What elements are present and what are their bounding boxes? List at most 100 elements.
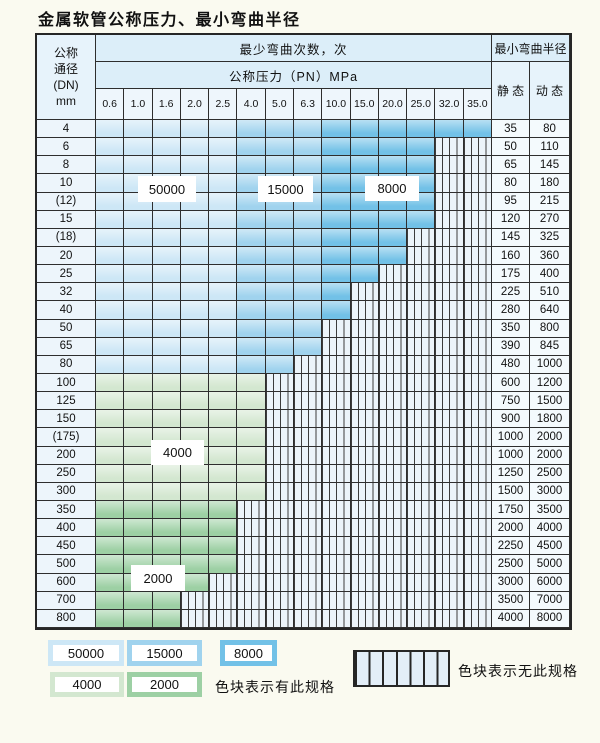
no-spec-cell: [463, 228, 492, 247]
no-spec-cell: [350, 573, 379, 592]
no-spec-cell: [265, 482, 294, 501]
no-spec-cell: [350, 609, 379, 628]
spec-cell-15000: [237, 337, 266, 356]
spec-cell-4000: [96, 373, 125, 393]
spec-cell-2000: [96, 573, 125, 592]
no-spec-cell: [463, 210, 492, 229]
no-spec-cell: [463, 246, 492, 266]
no-spec-cell: [378, 428, 408, 447]
static-radius-value: 65: [492, 156, 530, 175]
spec-cell-4000: [96, 428, 125, 447]
no-spec-cell: [378, 464, 408, 483]
no-spec-cell: [350, 428, 379, 447]
spec-cell-50000: [124, 355, 153, 374]
static-radius-value: 2000: [492, 519, 530, 538]
spec-cell-8000: [407, 120, 436, 139]
spec-cell-8000: [435, 120, 464, 139]
no-spec-cell: [407, 228, 436, 247]
static-radius-value: 600: [492, 373, 530, 393]
no-spec-cell: [407, 609, 436, 628]
no-spec-cell: [463, 519, 492, 538]
no-spec-cell: [407, 337, 436, 356]
dynamic-radius-value: 4000: [530, 519, 570, 538]
dn-row-label: 4: [37, 120, 96, 139]
static-radius-value: 80: [492, 174, 530, 193]
spec-cell-8000: [350, 265, 379, 284]
no-spec-cell: [463, 174, 492, 193]
no-spec-cell: [435, 428, 464, 447]
spec-cell-8000: [322, 246, 351, 266]
no-spec-cell: [350, 355, 379, 374]
dn-row-label: 20: [37, 246, 96, 266]
no-spec-cell: [322, 392, 351, 411]
spec-cell-15000: [265, 246, 294, 266]
static-radius-value: 145: [492, 228, 530, 247]
spec-cell-50000: [209, 228, 238, 247]
spec-cell-4000: [152, 373, 181, 393]
dynamic-radius-value: 8000: [530, 609, 570, 628]
no-spec-cell: [322, 537, 351, 556]
no-spec-cell: [350, 283, 379, 302]
no-spec-cell: [237, 555, 266, 574]
no-spec-cell: [463, 301, 492, 320]
spec-cell-2000: [96, 519, 125, 538]
spec-cell-50000: [209, 301, 238, 320]
spec-cell-50000: [209, 319, 238, 338]
no-spec-cell: [407, 265, 436, 284]
spec-cell-15000: [237, 246, 266, 266]
no-spec-cell: [435, 609, 464, 628]
spec-cell-2000: [96, 500, 125, 520]
no-spec-cell: [378, 319, 408, 338]
spec-cell-50000: [96, 246, 125, 266]
spec-cell-50000: [124, 283, 153, 302]
no-spec-cell: [265, 428, 294, 447]
static-radius-value: 750: [492, 392, 530, 411]
spec-cell-15000: [265, 138, 294, 157]
legend-swatch-label: 2000: [132, 677, 197, 692]
no-spec-cell: [378, 609, 408, 628]
no-spec-cell: [265, 500, 294, 520]
spec-cell-2000: [152, 609, 181, 628]
page-title: 金属软管公称压力、最小弯曲半径: [38, 12, 301, 29]
spec-cell-15000: [237, 228, 266, 247]
static-radius-value: 3000: [492, 573, 530, 592]
spec-cell-50000: [209, 337, 238, 356]
spec-cell-50000: [152, 120, 181, 139]
no-spec-cell: [265, 410, 294, 429]
pressure-column-header: 0.6: [96, 89, 125, 120]
min-bend-radius-header: 最小弯曲半径: [492, 35, 570, 62]
no-spec-cell: [378, 392, 408, 411]
no-spec-cell: [294, 482, 323, 501]
no-spec-cell: [237, 591, 266, 610]
pressure-column-header: 1.6: [152, 89, 181, 120]
cycle-count-label: 2000: [131, 565, 185, 591]
spec-cell-50000: [209, 156, 238, 175]
spec-cell-50000: [124, 210, 153, 229]
no-spec-cell: [435, 355, 464, 374]
dn-row-label: 200: [37, 446, 96, 465]
cycle-count-label: 4000: [151, 440, 204, 465]
spec-cell-4000: [96, 446, 125, 465]
legend-no-spec-swatch: [353, 650, 450, 687]
no-spec-cell: [294, 591, 323, 610]
static-radius-value: 120: [492, 210, 530, 229]
spec-cell-50000: [209, 283, 238, 302]
spec-cell-50000: [209, 138, 238, 157]
spec-cell-15000: [237, 301, 266, 320]
spec-cell-15000: [294, 210, 323, 229]
spec-cell-4000: [124, 410, 153, 429]
no-spec-cell: [322, 464, 351, 483]
dynamic-radius-value: 6000: [530, 573, 570, 592]
no-spec-cell: [294, 500, 323, 520]
dynamic-radius-value: 145: [530, 156, 570, 175]
spec-cell-50000: [124, 319, 153, 338]
spec-cell-50000: [124, 156, 153, 175]
spec-cell-50000: [96, 265, 125, 284]
no-spec-cell: [322, 428, 351, 447]
spec-cell-4000: [124, 446, 153, 465]
no-spec-cell: [435, 373, 464, 393]
pressure-column-header: 6.3: [294, 89, 323, 120]
no-spec-cell: [237, 500, 266, 520]
legend-has-spec-text: 色块表示有此规格: [215, 679, 335, 695]
spec-cell-50000: [96, 355, 125, 374]
